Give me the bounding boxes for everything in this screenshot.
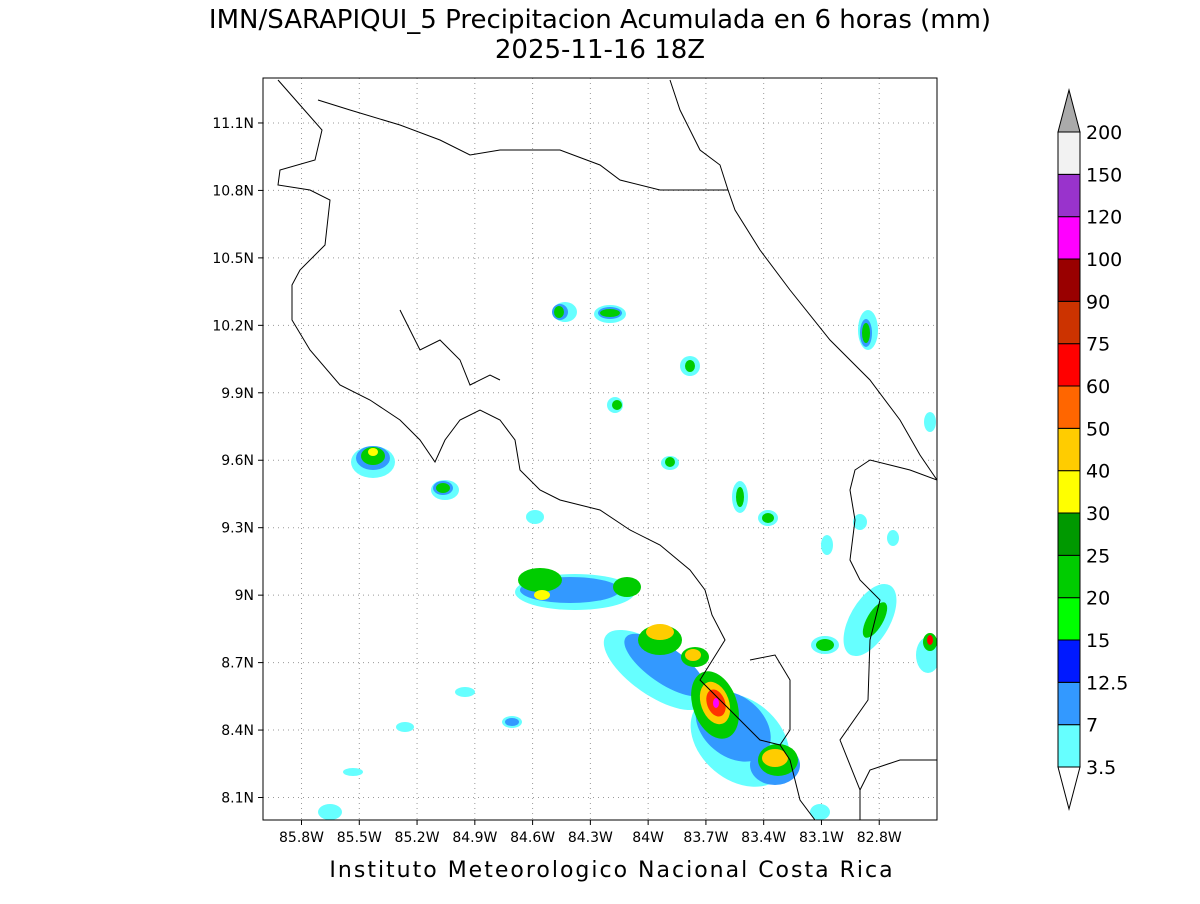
colorbar-over xyxy=(1057,88,1081,133)
x-tick-label: 85.8W xyxy=(279,830,324,846)
colorbar-label: 200 xyxy=(1086,122,1122,144)
colorbar-label: 120 xyxy=(1086,207,1122,229)
y-tick-label: 9.6N xyxy=(221,453,254,469)
colorbar-under xyxy=(1057,766,1081,811)
colorbar-label: 12.5 xyxy=(1086,672,1128,694)
colorbar-bin xyxy=(1057,131,1081,175)
colorbar-bin xyxy=(1057,258,1081,302)
y-tick-label: 10.2N xyxy=(212,318,254,334)
colorbar-label: 7 xyxy=(1086,715,1098,737)
x-tick-label: 84.6W xyxy=(510,830,555,846)
colorbar-label: 150 xyxy=(1086,164,1122,186)
coastlines xyxy=(277,79,937,820)
x-tick-label: 85.5W xyxy=(337,830,382,846)
x-tick-label: 84.9W xyxy=(452,830,497,846)
x-tick-label: 84W xyxy=(632,830,664,846)
colorbar-label: 30 xyxy=(1086,503,1110,525)
precip-green xyxy=(361,306,937,776)
colorbar-bin xyxy=(1057,639,1081,683)
x-tick-label: 84.3W xyxy=(568,830,613,846)
colorbar-bin xyxy=(1057,470,1081,514)
x-tick-label: 83.7W xyxy=(683,830,728,846)
y-tick-label: 10.5N xyxy=(212,251,254,267)
colorbar-bin xyxy=(1057,427,1081,472)
axis-ticks: 85.8W 85.5W 85.2W 84.9W 84.6W 84.3W 84W 83.7W 83… xyxy=(212,116,902,846)
x-tick-label: 82.8W xyxy=(857,830,902,846)
plot-frame xyxy=(262,77,938,821)
x-tick-label: 85.2W xyxy=(395,830,440,846)
y-tick-label: 8.7N xyxy=(221,656,254,672)
colorbar-bin xyxy=(1057,216,1081,260)
colorbar-bin xyxy=(1057,681,1081,726)
grid xyxy=(263,78,937,820)
precip-high xyxy=(368,448,933,767)
y-tick-label: 11.1N xyxy=(212,116,254,132)
precip-field xyxy=(318,302,937,820)
colorbar-label: 3.5 xyxy=(1086,757,1116,779)
y-tick-label: 8.1N xyxy=(221,791,254,807)
precip-mid xyxy=(356,304,872,785)
colorbar-label: 25 xyxy=(1086,545,1110,567)
colorbar-label: 20 xyxy=(1086,588,1110,610)
colorbar: 3.5 7 12.5 15 20 25 30 40 50 60 75 90 100 120 150 200 xyxy=(1057,88,1128,811)
colorbar-label: 60 xyxy=(1086,376,1110,398)
title: IMN/SARAPIQUI_5 Precipitacion Acumulada … xyxy=(209,5,991,35)
colorbar-bin xyxy=(1057,173,1081,218)
x-tick-label: 83.1W xyxy=(799,830,844,846)
y-tick-label: 10.8N xyxy=(212,183,254,199)
y-tick-label: 8.4N xyxy=(221,723,254,739)
colorbar-label: 50 xyxy=(1086,418,1110,440)
colorbar-label: 15 xyxy=(1086,630,1110,652)
y-tick-label: 9.9N xyxy=(221,386,254,402)
precip-low xyxy=(318,302,937,820)
colorbar-bin xyxy=(1057,512,1081,556)
colorbar-label: 40 xyxy=(1086,461,1110,483)
colorbar-label: 75 xyxy=(1086,334,1110,356)
colorbar-bin xyxy=(1057,343,1081,387)
colorbar-bin xyxy=(1057,300,1081,345)
colorbar-bin xyxy=(1057,554,1081,599)
colorbar-bin xyxy=(1057,385,1081,429)
colorbar-label: 100 xyxy=(1086,249,1122,271)
colorbar-label: 90 xyxy=(1086,291,1110,313)
colorbar-bin xyxy=(1057,597,1081,641)
y-tick-label: 9.3N xyxy=(221,521,254,537)
y-tick-label: 9N xyxy=(235,588,254,604)
subtitle: 2025-11-16 18Z xyxy=(495,35,705,65)
colorbar-bin xyxy=(1057,724,1081,768)
x-tick-label: 83.4W xyxy=(741,830,786,846)
footer: Instituto Meteorologico Nacional Costa R… xyxy=(329,858,894,883)
